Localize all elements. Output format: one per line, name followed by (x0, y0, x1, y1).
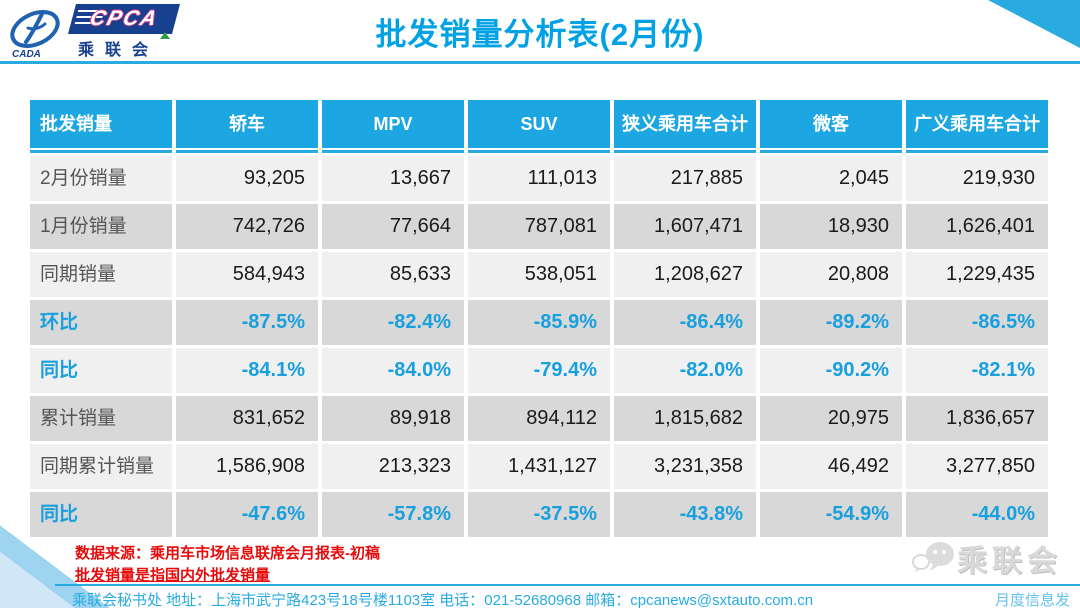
header-underline-segment (322, 150, 464, 153)
svg-text:CADA: CADA (12, 49, 41, 60)
row-label: 累计销量 (30, 396, 172, 441)
value-cell: 3,231,358 (614, 444, 756, 489)
value-cell: -43.8% (614, 492, 756, 537)
cpca-logo: CADA CPCA 乘联会 (8, 4, 181, 60)
value-cell: 1,586,908 (176, 444, 318, 489)
header-cell: 轿车 (176, 100, 318, 148)
value-cell: 1,815,682 (614, 396, 756, 441)
value-cell: -89.2% (760, 300, 902, 345)
value-cell: 2,045 (760, 156, 902, 201)
value-cell: 18,930 (760, 204, 902, 249)
value-cell: -86.4% (614, 300, 756, 345)
logo-right: CPCA 乘联会 (64, 4, 181, 60)
header-underline-segment (468, 150, 610, 153)
row-label: 同比 (30, 492, 172, 537)
value-cell: 894,112 (468, 396, 610, 441)
header-underline-segment (30, 150, 172, 153)
table-row: 环比 -87.5% -82.4% -85.9% -86.4% -89.2% -86.5% (30, 300, 1048, 345)
header-underline-segment (906, 150, 1048, 153)
value-cell: 85,633 (322, 252, 464, 297)
value-cell: 20,808 (760, 252, 902, 297)
value-cell: -54.9% (760, 492, 902, 537)
header-cell: 批发销量 (30, 100, 172, 148)
value-cell: -84.1% (176, 348, 318, 393)
cada-oval-icon: CADA (10, 10, 60, 60)
row-label: 同比 (30, 348, 172, 393)
value-cell: -85.9% (468, 300, 610, 345)
footer-divider (55, 584, 1080, 586)
value-cell: 1,626,401 (906, 204, 1048, 249)
wechat-bubbles-icon (912, 542, 954, 572)
value-cell: -82.4% (322, 300, 464, 345)
value-cell: 20,975 (760, 396, 902, 441)
value-cell: 787,081 (468, 204, 610, 249)
value-cell: -47.6% (176, 492, 318, 537)
table-header-underline (30, 150, 1048, 153)
logo-green-accent (160, 32, 170, 39)
value-cell: 1,208,627 (614, 252, 756, 297)
value-cell: 93,205 (176, 156, 318, 201)
value-cell: -84.0% (322, 348, 464, 393)
footer-tagline: 月度信息发 (994, 592, 1070, 608)
value-cell: 1,836,657 (906, 396, 1048, 441)
value-cell: -82.0% (614, 348, 756, 393)
contact-info: 乘联会秘书处 地址：上海市武宁路423号18号楼1103室 电话：021-526… (72, 592, 814, 608)
data-source-note: 数据来源：乘用车市场信息联席会月报表-初稿 (75, 545, 380, 562)
value-cell: -82.1% (906, 348, 1048, 393)
value-cell: 217,885 (614, 156, 756, 201)
value-cell: -86.5% (906, 300, 1048, 345)
value-cell: 219,930 (906, 156, 1048, 201)
value-cell: -44.0% (906, 492, 1048, 537)
value-cell: 1,607,471 (614, 204, 756, 249)
row-label: 同期销量 (30, 252, 172, 297)
logo-cn-name: 乘联会 (78, 32, 176, 60)
header-cell: SUV (468, 100, 610, 148)
value-cell: -90.2% (760, 348, 902, 393)
header-underline-segment (176, 150, 318, 153)
table-header-row: 批发销量 轿车 MPV SUV 狭义乘用车合计 微客 广义乘用车合计 (30, 100, 1048, 148)
header-underline-segment (614, 150, 756, 153)
row-label: 1月份销量 (30, 204, 172, 249)
value-cell: -37.5% (468, 492, 610, 537)
row-label: 环比 (30, 300, 172, 345)
table-body: 2月份销量 93,205 13,667 111,013 217,885 2,045 219,… (30, 156, 1048, 537)
value-cell: 111,013 (468, 156, 610, 201)
table-row: 同比 -47.6% -57.8% -37.5% -43.8% -54.9% -44.0% (30, 492, 1048, 537)
header-underline-segment (760, 150, 902, 153)
wholesale-sales-table: 批发销量 轿车 MPV SUV 狭义乘用车合计 微客 广义乘用车合计 2月份销量 93,205… (30, 100, 1048, 537)
value-cell: -57.8% (322, 492, 464, 537)
value-cell: 77,664 (322, 204, 464, 249)
value-cell: 538,051 (468, 252, 610, 297)
value-cell: -79.4% (468, 348, 610, 393)
value-cell: 1,431,127 (468, 444, 610, 489)
header-divider (0, 61, 1080, 64)
value-cell: -87.5% (176, 300, 318, 345)
table-row: 同期销量 584,943 85,633 538,051 1,208,627 20,808 1… (30, 252, 1048, 297)
header-cell: 微客 (760, 100, 902, 148)
wechat-watermark: 乘联会 (911, 536, 1062, 580)
table-row: 2月份销量 93,205 13,667 111,013 217,885 2,045 219,… (30, 156, 1048, 201)
table-row: 累计销量 831,652 89,918 894,112 1,815,682 20,975 1… (30, 396, 1048, 441)
table-row: 同比 -84.1% -84.0% -79.4% -82.0% -90.2% -82.1% (30, 348, 1048, 393)
definition-note: 批发销量是指国内外批发销量 (75, 567, 271, 584)
header-cell: 广义乘用车合计 (906, 100, 1048, 148)
header-cell: 狭义乘用车合计 (614, 100, 756, 148)
value-cell: 831,652 (176, 396, 318, 441)
table-row: 1月份销量 742,726 77,664 787,081 1,607,471 18,930… (30, 204, 1048, 249)
value-cell: 46,492 (760, 444, 902, 489)
value-cell: 3,277,850 (906, 444, 1048, 489)
value-cell: 1,229,435 (906, 252, 1048, 297)
header-cell: MPV (322, 100, 464, 148)
value-cell: 742,726 (176, 204, 318, 249)
page-title: 批发销量分析表(2月份) (375, 17, 705, 52)
value-cell: 89,918 (322, 396, 464, 441)
table-row: 同期累计销量 1,586,908 213,323 1,431,127 3,231,358… (30, 444, 1048, 489)
row-label: 同期累计销量 (30, 444, 172, 489)
value-cell: 213,323 (322, 444, 464, 489)
row-label: 2月份销量 (30, 156, 172, 201)
watermark-text: 乘联会 (957, 545, 1062, 578)
value-cell: 13,667 (322, 156, 464, 201)
value-cell: 584,943 (176, 252, 318, 297)
